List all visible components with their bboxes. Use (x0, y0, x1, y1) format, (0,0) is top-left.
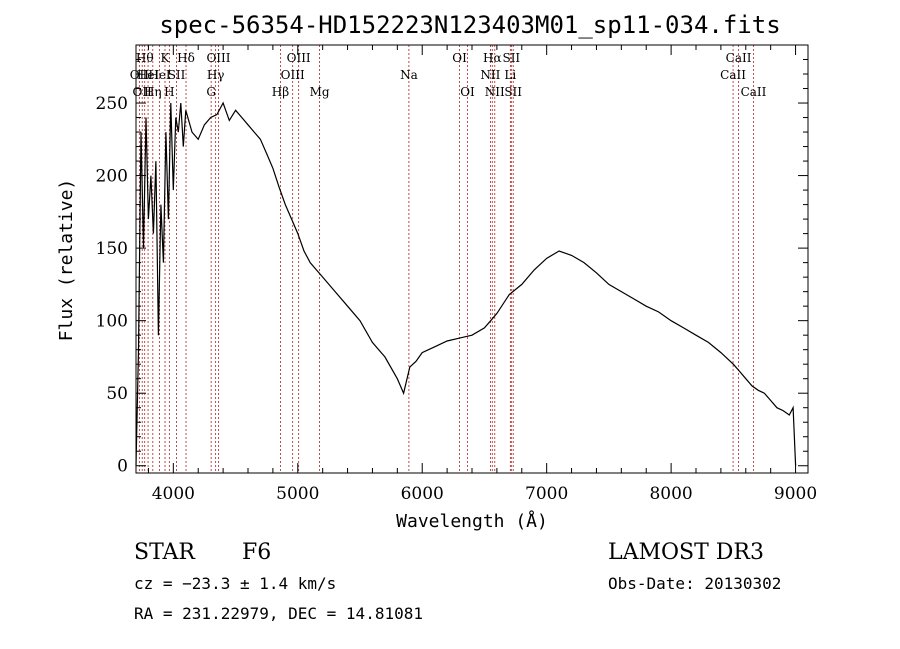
spectral-line-label: OIII (206, 51, 230, 65)
spectral-line-label: HeI (137, 68, 160, 82)
spectral-line-label: G (206, 85, 216, 99)
spectral-line-label: NII (485, 85, 505, 99)
subclass-label: F6 (242, 540, 271, 565)
y-tick-label: 250 (96, 94, 128, 114)
y-tick-label: 150 (96, 239, 128, 259)
spectral-line-label: H (164, 85, 174, 99)
spectral-line-label: Li (504, 68, 516, 82)
spectral-line-markers (138, 45, 754, 473)
spectral-line-label: Hβ (272, 85, 289, 99)
y-tick-label: 200 (96, 167, 128, 187)
spectral-line-label: Hγ (207, 68, 225, 82)
spectral-line-label: SII (504, 85, 522, 99)
y-tick-label: 50 (106, 384, 128, 404)
spectral-line-label: Hθ (136, 51, 154, 65)
spectral-line-label: NII (480, 68, 500, 82)
spectral-line-labels: OIIOIIHθHeIHηHeIKHSIIHδGHγOIIIHβOIIIOIII… (130, 51, 767, 99)
y-axis-title: Flux (relative) (56, 179, 77, 342)
spectral-line-label: HeI (148, 68, 171, 82)
spectral-line-label: OIII (287, 51, 311, 65)
spectral-line-label: SII (168, 68, 186, 82)
spectral-line-label: CaII (726, 51, 752, 65)
spectral-line-label: Na (400, 68, 418, 82)
x-tick-label: 5000 (276, 484, 319, 504)
info-panel: STAR F6 cz = −23.3 ± 1.4 km/s RA = 231.2… (134, 540, 781, 623)
spectral-line-label: CaII (720, 68, 746, 82)
spectral-line-label: Mg (310, 85, 330, 99)
spectral-line-label: SII (502, 51, 520, 65)
cz-readout: cz = −23.3 ± 1.4 km/s (134, 574, 336, 593)
survey-label: LAMOST DR3 (608, 540, 764, 565)
spectral-line-label: CaII (741, 85, 767, 99)
x-axis-title: Wavelength (Å) (396, 510, 548, 532)
y-axis-ticks: 0 50 100 150 200 250 (96, 59, 808, 477)
x-axis-ticks: 4000 5000 6000 7000 8000 9000 (147, 45, 817, 504)
spectral-line-label: OIII (281, 68, 305, 82)
coordinates-readout: RA = 231.22979, DEC = 14.81081 (134, 604, 423, 623)
y-tick-label: 100 (96, 312, 128, 332)
spectral-line-label: Hα (483, 51, 502, 65)
spectral-line-label: K (161, 51, 171, 65)
x-tick-label: 4000 (152, 484, 195, 504)
x-tick-label: 7000 (525, 484, 568, 504)
spectral-line-label: Hη (144, 85, 162, 99)
spectral-line-label: OI (460, 85, 475, 99)
x-tick-label: 6000 (401, 484, 444, 504)
x-tick-label: 8000 (649, 484, 692, 504)
chart-title: spec-56354-HD152223N123403M01_sp11-034.f… (159, 11, 780, 39)
object-type-label: STAR (134, 540, 196, 565)
spectral-line-label: OI (452, 51, 467, 65)
spectral-line-label: OII (130, 68, 150, 82)
plot-frame (135, 44, 809, 474)
obs-date-readout: Obs-Date: 20130302 (608, 574, 781, 593)
x-tick-label: 9000 (774, 484, 817, 504)
spectral-line-label: Hδ (177, 51, 195, 65)
spectrum-series-line (135, 101, 797, 466)
y-tick-label: 0 (117, 457, 128, 477)
